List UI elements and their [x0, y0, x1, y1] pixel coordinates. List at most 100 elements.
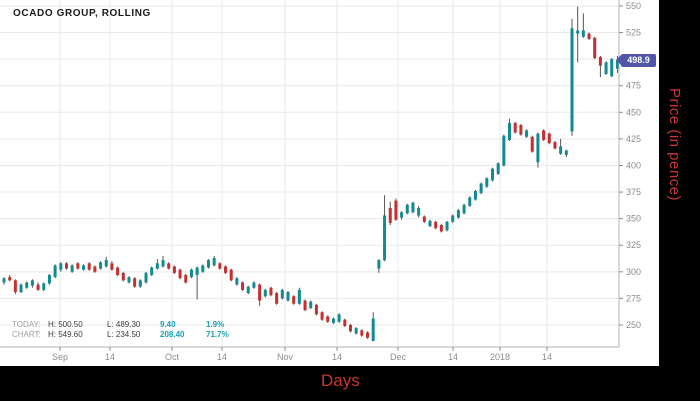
- candle: [64, 262, 68, 270]
- candle: [184, 273, 188, 284]
- candle-body-up: [25, 282, 29, 288]
- candle: [42, 282, 46, 291]
- candle-body-up: [331, 318, 335, 323]
- candle-body-down: [542, 130, 546, 140]
- y-tick-label: 475: [626, 81, 641, 91]
- candle-body-up: [47, 275, 51, 284]
- candle-body-up: [354, 328, 358, 334]
- candle: [218, 262, 222, 270]
- candle: [456, 209, 460, 219]
- candle: [564, 149, 568, 157]
- candle: [150, 266, 154, 277]
- candle: [502, 134, 506, 167]
- candle: [411, 201, 415, 214]
- candle-body-down: [292, 296, 296, 304]
- x-tick-label: Sep: [52, 352, 68, 362]
- candle: [559, 138, 563, 155]
- candle-body-up: [536, 133, 540, 163]
- candle-body-up: [411, 202, 415, 213]
- y-axis-title: Price (in pence): [666, 88, 683, 202]
- candle-body-down: [519, 125, 523, 135]
- candle: [286, 290, 290, 302]
- x-tick-label: Oct: [165, 352, 180, 362]
- candle-body-down: [269, 287, 273, 296]
- candle-body-up: [309, 301, 313, 308]
- candle-body-down: [530, 136, 534, 152]
- candle: [439, 223, 443, 233]
- chart-title: OCADO GROUP, ROLLING: [13, 8, 151, 19]
- candle: [570, 18, 574, 136]
- candle-body-up: [30, 280, 34, 286]
- candle: [235, 277, 239, 286]
- x-tick-label: 2018: [490, 352, 510, 362]
- candle-body-up: [496, 163, 500, 174]
- candle-body-up: [195, 267, 199, 276]
- candle: [485, 177, 489, 188]
- candle-body-up: [206, 260, 210, 268]
- candle: [252, 281, 256, 289]
- candle: [610, 58, 614, 78]
- candle-body-down: [218, 263, 222, 269]
- candle: [144, 271, 148, 284]
- candle: [417, 205, 421, 218]
- candle: [348, 323, 352, 333]
- candle: [593, 36, 597, 60]
- candle: [400, 211, 404, 220]
- y-tick-label: 350: [626, 214, 641, 224]
- candle: [206, 259, 210, 269]
- candle-body-down: [13, 280, 17, 293]
- candle-body-up: [428, 220, 432, 227]
- candle-body-up: [490, 168, 494, 181]
- y-tick-label: 250: [626, 320, 641, 330]
- candle-body-down: [116, 267, 120, 276]
- candle-body-down: [36, 284, 40, 290]
- y-tick-label: 325: [626, 240, 641, 250]
- chart-change: 208.40: [160, 330, 185, 339]
- candle-body-up: [445, 221, 449, 231]
- candle: [76, 262, 80, 270]
- candle: [19, 283, 23, 294]
- candle-body-up: [127, 277, 131, 283]
- candle: [161, 255, 165, 268]
- candle: [292, 295, 296, 305]
- candle-body-up: [42, 283, 46, 290]
- candle: [224, 265, 228, 274]
- candle-body-down: [388, 208, 392, 223]
- candle: [99, 261, 103, 270]
- candle: [133, 277, 137, 288]
- candle: [229, 268, 233, 282]
- candle-body-down: [439, 225, 443, 232]
- candle-body-up: [144, 272, 148, 283]
- candle-body-up: [564, 150, 568, 155]
- candle: [354, 327, 358, 335]
- candle: [70, 264, 74, 273]
- candle-body-up: [263, 289, 267, 297]
- candle: [508, 118, 512, 142]
- candle-body-down: [241, 282, 245, 290]
- candle: [542, 129, 546, 142]
- candle-body-up: [189, 269, 193, 278]
- candle: [320, 311, 324, 321]
- candle-body-up: [246, 286, 250, 294]
- candle: [269, 286, 273, 297]
- candle: [581, 13, 585, 38]
- candle: [36, 282, 40, 291]
- candle: [519, 123, 523, 136]
- x-tick-label: 14: [217, 352, 227, 362]
- y-tick-label: 450: [626, 107, 641, 117]
- candle-body-down: [314, 304, 318, 315]
- candle-body-up: [337, 314, 341, 322]
- chart-change-pct: 71.7%: [206, 330, 229, 339]
- candle-body-down: [343, 319, 347, 327]
- candle: [553, 141, 557, 150]
- candle: [263, 288, 267, 298]
- candle-body-up: [456, 210, 460, 218]
- candle-body-down: [87, 263, 91, 270]
- candle: [525, 129, 529, 138]
- candle-body-up: [383, 215, 387, 261]
- today-change: 9.40: [160, 320, 176, 329]
- candle: [422, 215, 426, 223]
- today-high: H: 500.50: [48, 320, 83, 329]
- candle-body-up: [473, 190, 477, 200]
